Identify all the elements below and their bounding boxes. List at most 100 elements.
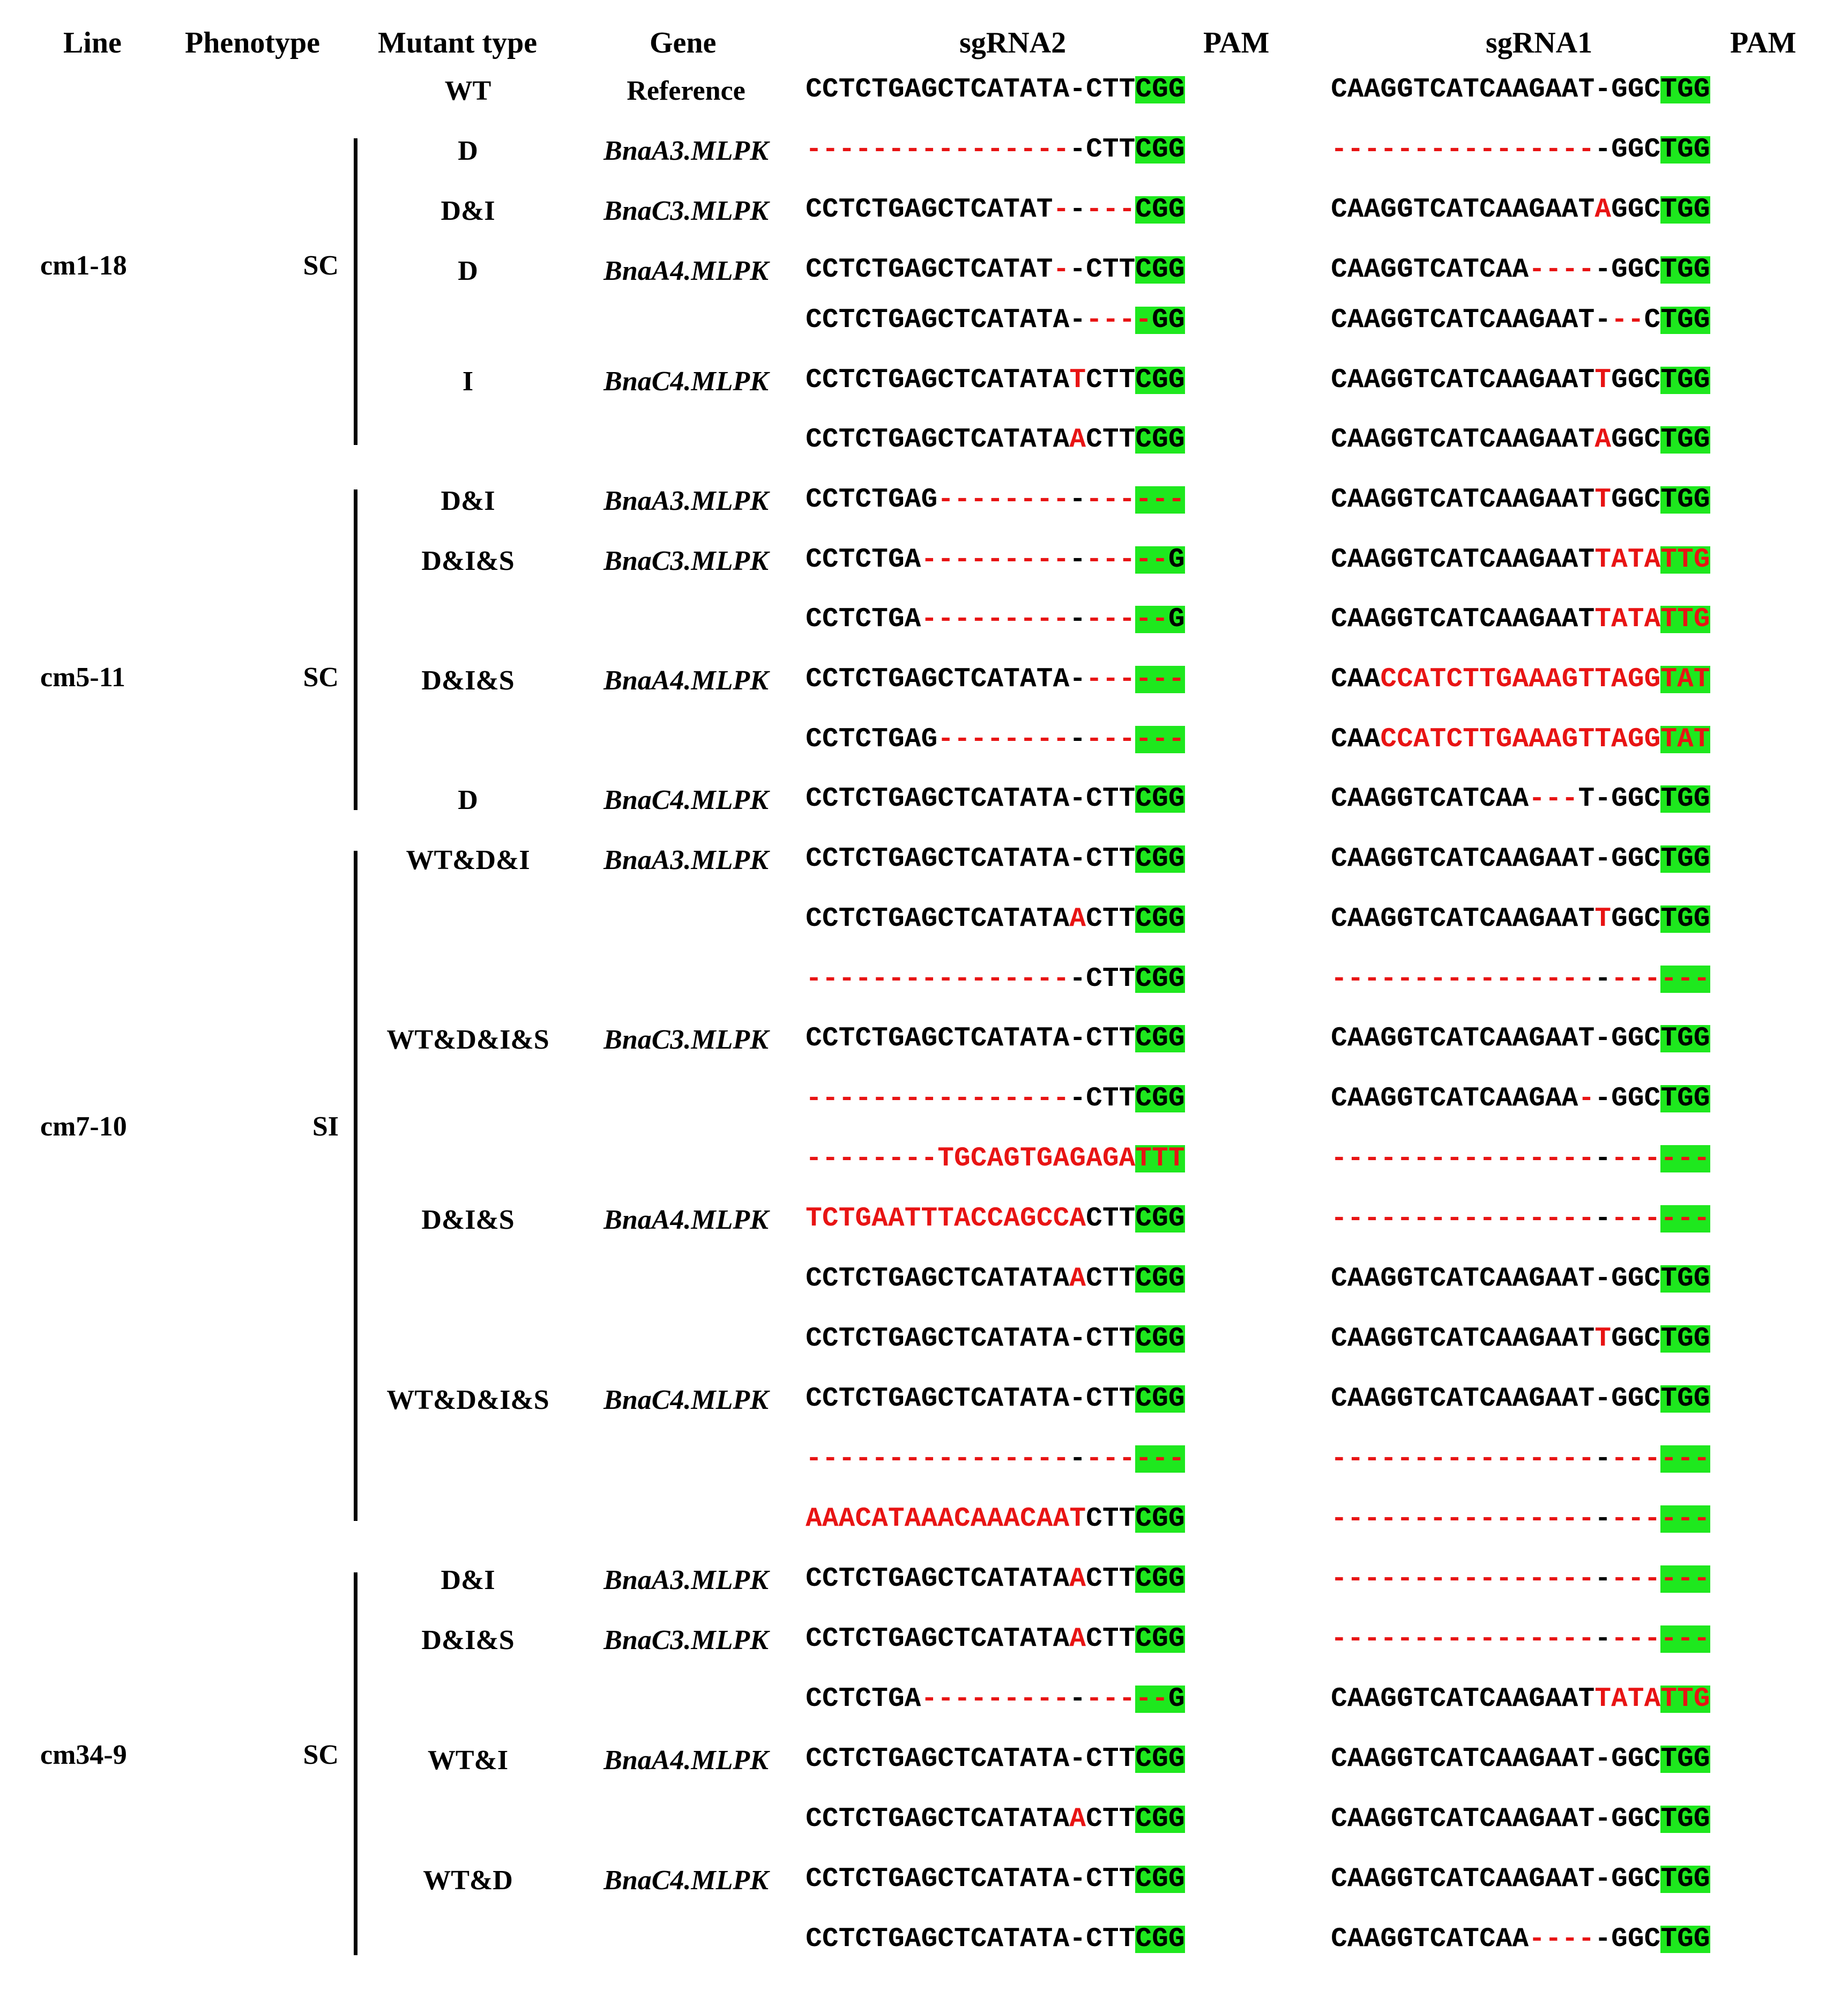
- mutant-type-label: D&I&S: [421, 546, 515, 576]
- mutant-type-label: WT: [444, 76, 491, 106]
- phenotype-label: SI: [312, 1111, 339, 1142]
- gene-label: BnaA4.MLPK: [603, 665, 769, 696]
- gene-label: BnaA3.MLPK: [603, 136, 769, 166]
- line-label: cm1-18: [40, 250, 127, 281]
- sgrna2-sequence: TCTGAATTTACCAGCCACTTCGG: [806, 1204, 1185, 1234]
- sgrna2-sequence: CCTCTGAGCTCATATA-CTTCGG: [806, 1324, 1185, 1354]
- sgrna2-sequence: CCTCTGAGCTCATATA-CTTCGG: [806, 1384, 1185, 1414]
- sgrna2-sequence: CCTCTGAGCTCATATA-------: [806, 664, 1185, 695]
- gene-label: BnaA4.MLPK: [603, 256, 769, 286]
- mutant-type-label: WT&D&I&S: [386, 1385, 549, 1415]
- sgrna2-sequence: CCTCTGAGCTCATATA-CTTCGG: [806, 784, 1185, 814]
- header-phenotype: Phenotype: [185, 26, 320, 60]
- sgrna2-sequence: -----------------CTTCGG: [806, 964, 1185, 994]
- sgrna2-sequence: -----------------------: [806, 1444, 1185, 1474]
- sgrna2-sequence: -----------------CTTCGG: [806, 1083, 1185, 1114]
- header-mutant-type: Mutant type: [378, 26, 538, 60]
- gene-label: BnaA3.MLPK: [603, 1565, 769, 1595]
- gene-label: BnaC4.MLPK: [603, 1865, 769, 1896]
- sgrna1-sequence: CAAGGTCATCAAGAAT-GGCTGG: [1331, 1864, 1710, 1895]
- mutant-type-label: D: [458, 785, 478, 815]
- mutant-type-label: D&I&S: [421, 1205, 515, 1235]
- sgrna1-sequence: -----------------------: [1331, 1144, 1710, 1174]
- gene-label: BnaA4.MLPK: [603, 1205, 769, 1235]
- gene-label: BnaC3.MLPK: [603, 546, 769, 576]
- mutant-type-label: WT&D&I: [406, 845, 530, 875]
- mutant-type-label: D&I&S: [421, 1625, 515, 1655]
- sgrna1-sequence: CAAGGTCATCAA-----GGCTGG: [1331, 255, 1710, 285]
- sgrna2-sequence: CCTCTGAGCTCATATAACTTCGG: [806, 1564, 1185, 1594]
- sgrna1-sequence: CAAGGTCATCAA---T-GGCTGG: [1331, 784, 1710, 814]
- mutant-type-label: WT&D: [423, 1865, 513, 1896]
- gene-label: BnaC4.MLPK: [603, 785, 769, 815]
- sgrna1-sequence: -----------------------: [1331, 964, 1710, 994]
- mutant-type-label: D&I: [441, 196, 495, 226]
- line-label: cm7-10: [40, 1111, 127, 1142]
- sgrna2-sequence: -----------------CTTCGG: [806, 135, 1185, 165]
- sgrna2-sequence: CCTCTGAGCTCATATA-CTTCGG: [806, 844, 1185, 874]
- sgrna1-sequence: CAAGGTCATCAAGAATTGGCTGG: [1331, 365, 1710, 396]
- sgrna2-sequence: CCTCTGAGCTCATAT-----CGG: [806, 195, 1185, 225]
- sgrna1-sequence: CAAGGTCATCAAGAAT-GGCTGG: [1331, 1804, 1710, 1835]
- sgrna2-sequence: CCTCTGAGCTCATATAACTTCGG: [806, 904, 1185, 934]
- sgrna2-sequence: --------TGCAGTGAGAGATTT: [806, 1144, 1185, 1174]
- mutant-type-label: I: [462, 366, 474, 397]
- phenotype-label: SC: [303, 250, 339, 281]
- sgrna1-sequence: CAAGGTCATCAAGAATTATATTG: [1331, 545, 1710, 575]
- sgrna1-sequence: CAAGGTCATCAAGAAT-GGCTGG: [1331, 1264, 1710, 1294]
- sgrna2-sequence: CCTCTGAG---------------: [806, 724, 1185, 755]
- header-line: Line: [63, 26, 122, 60]
- mutant-type-label: WT&D&I&S: [386, 1024, 549, 1055]
- gene-label: BnaC4.MLPK: [603, 1385, 769, 1415]
- sgrna2-sequence: AAACATAAACAAACAATCTTCGG: [806, 1504, 1185, 1534]
- sgrna1-sequence: -----------------------: [1331, 1204, 1710, 1234]
- sgrna1-sequence: CAAGGTCATCAAGAAT-GGCTGG: [1331, 75, 1710, 105]
- group-bracket: [354, 1572, 357, 1955]
- gene-label: Reference: [627, 76, 746, 106]
- sgrna2-sequence: CCTCTGAG---------------: [806, 485, 1185, 515]
- group-bracket: [354, 489, 357, 810]
- sgrna2-sequence: CCTCTGAGCTCATATA-CTTCGG: [806, 1744, 1185, 1775]
- sgrna1-sequence: CAAGGTCATCAAGAATTATATTG: [1331, 1684, 1710, 1714]
- mutant-type-label: WT&I: [427, 1745, 509, 1776]
- gene-label: BnaA3.MLPK: [603, 486, 769, 516]
- gene-label: BnaC3.MLPK: [603, 1024, 769, 1055]
- mutant-type-label: D&I: [441, 486, 495, 516]
- sgrna2-sequence: CCTCTGAGCTCATATAACTTCGG: [806, 1264, 1185, 1294]
- sgrna1-sequence: -----------------GGCTGG: [1331, 135, 1710, 165]
- sgrna2-sequence: CCTCTGAGCTCATATA-CTTCGG: [806, 75, 1185, 105]
- sgrna2-sequence: CCTCTGAGCTCATATA-CTTCGG: [806, 1023, 1185, 1054]
- header-sgrna2: sgRNA2: [959, 26, 1067, 60]
- sgrna1-sequence: CAAGGTCATCAAGAAT-GGCTGG: [1331, 1023, 1710, 1054]
- sgrna2-sequence: CCTCTGAGCTCATATATCTTCGG: [806, 365, 1185, 396]
- group-bracket: [354, 851, 357, 1521]
- gene-label: BnaC4.MLPK: [603, 366, 769, 397]
- sgrna1-sequence: CAAGGTCATCAAGAATTATATTG: [1331, 604, 1710, 635]
- sgrna1-sequence: CAAGGTCATCAAGAATTGGCTGG: [1331, 1324, 1710, 1354]
- sgrna1-sequence: CAAGGTCATCAAGAAT---CTGG: [1331, 305, 1710, 336]
- mutant-type-label: D: [458, 136, 478, 166]
- header-pam-sgrna2: PAM: [1203, 26, 1270, 60]
- sgrna1-sequence: -----------------------: [1331, 1564, 1710, 1594]
- sgrna1-sequence: CAACCATCTTGAAAGTTAGGTAT: [1331, 724, 1710, 755]
- sgrna2-sequence: CCTCTGAGCTCATATAACTTCGG: [806, 1804, 1185, 1835]
- sgrna2-sequence: CCTCTGA---------------G: [806, 1684, 1185, 1714]
- sgrna2-sequence: CCTCTGAGCTCATATA-----GG: [806, 305, 1185, 336]
- mutant-type-label: D&I&S: [421, 665, 515, 696]
- sgrna1-sequence: CAAGGTCATCAA-----GGCTGG: [1331, 1924, 1710, 1955]
- sgrna1-sequence: CAAGGTCATCAAGAAT-GGCTGG: [1331, 844, 1710, 874]
- sgrna2-sequence: CCTCTGAGCTCATATAACTTCGG: [806, 425, 1185, 455]
- sgrna2-sequence: CCTCTGAGCTCATATAACTTCGG: [806, 1624, 1185, 1654]
- sgrna1-sequence: CAAGGTCATCAAGAATAGGCTGG: [1331, 195, 1710, 225]
- sgrna1-sequence: -----------------------: [1331, 1624, 1710, 1654]
- line-label: cm34-9: [40, 1740, 127, 1770]
- line-label: cm5-11: [40, 662, 125, 693]
- sgrna1-sequence: CAAGGTCATCAAGAAT-GGCTGG: [1331, 1744, 1710, 1775]
- header-gene: Gene: [650, 26, 717, 60]
- sgrna1-sequence: CAAGGTCATCAAGAATTGGCTGG: [1331, 904, 1710, 934]
- mutant-type-label: D: [458, 256, 478, 286]
- gene-label: BnaA3.MLPK: [603, 845, 769, 875]
- sgrna2-sequence: CCTCTGAGCTCATATA-CTTCGG: [806, 1864, 1185, 1895]
- gene-label: BnaC3.MLPK: [603, 196, 769, 226]
